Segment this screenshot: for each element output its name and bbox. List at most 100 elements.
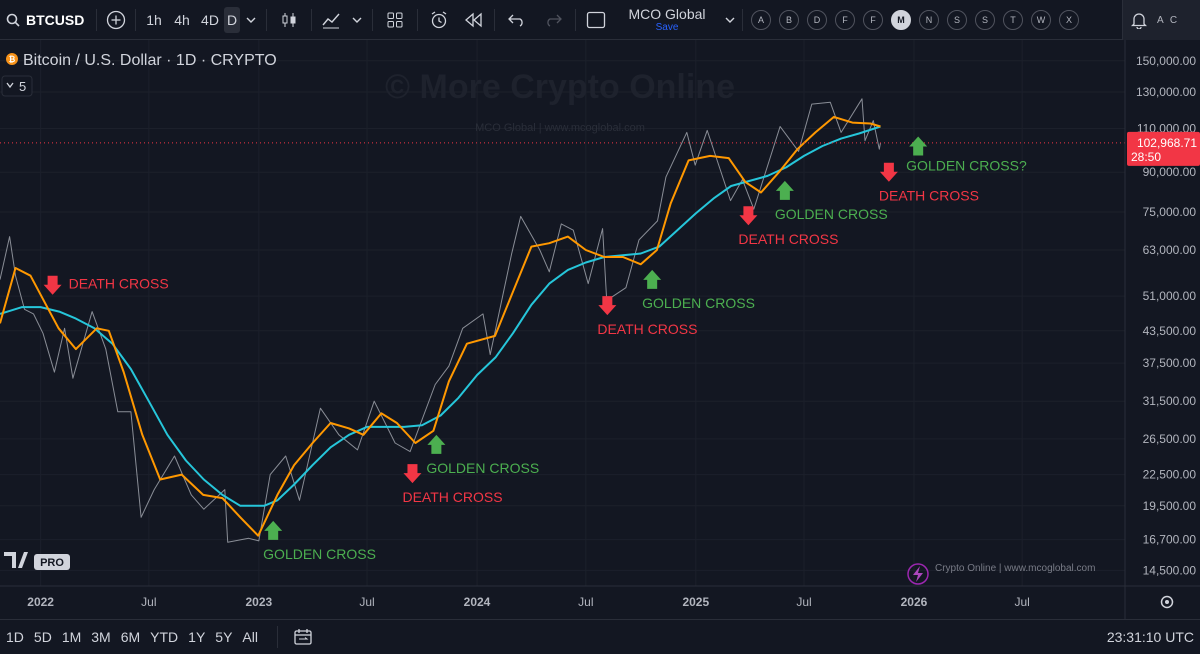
indicators-icon bbox=[322, 13, 340, 28]
drawing-shortcut-d[interactable]: D bbox=[807, 9, 827, 30]
tv-logo-icon bbox=[4, 552, 28, 568]
y-tick-label: 90,000.00 bbox=[1143, 165, 1197, 179]
divider bbox=[96, 8, 97, 31]
annotation-label: GOLDEN CROSS? bbox=[906, 158, 1027, 174]
symbol-label: BTCUSD bbox=[26, 11, 85, 28]
annotation-label: GOLDEN CROSS bbox=[642, 295, 755, 311]
divider bbox=[266, 8, 267, 31]
y-tick-label: 19,500.00 bbox=[1143, 499, 1197, 513]
calendar-arrows-icon bbox=[294, 629, 312, 645]
drawing-shortcut-x[interactable]: X bbox=[1059, 9, 1079, 30]
golden-cross-annotation[interactable]: GOLDEN CROSS bbox=[426, 434, 539, 476]
goto-date-button[interactable] bbox=[288, 620, 318, 654]
layout-dropdown[interactable] bbox=[722, 0, 738, 40]
chevron-down-icon bbox=[725, 17, 735, 23]
drawing-shortcut-s[interactable]: S bbox=[975, 9, 995, 30]
x-tick-label: 2024 bbox=[464, 595, 491, 609]
drawing-shortcut-w[interactable]: W bbox=[1031, 9, 1051, 30]
price-chart[interactable]: © More Crypto Online MCO Global | www.mc… bbox=[0, 40, 1200, 619]
drawing-shortcut-s[interactable]: S bbox=[947, 9, 967, 30]
y-tick-label: 14,500.00 bbox=[1143, 563, 1197, 577]
death-cross-annotation[interactable]: DEATH CROSS bbox=[738, 206, 838, 247]
layouts-button[interactable] bbox=[377, 0, 413, 40]
y-tick-label: 51,000.00 bbox=[1143, 289, 1197, 303]
layout-name-button[interactable]: MCO Global Save bbox=[612, 0, 722, 40]
range-6m[interactable]: 6M bbox=[120, 629, 141, 645]
golden-cross-annotation[interactable]: GOLDEN CROSS? bbox=[906, 136, 1027, 174]
series-layer bbox=[0, 98, 1125, 543]
drawing-shortcut-n[interactable]: N bbox=[919, 9, 939, 30]
interval-d[interactable]: D bbox=[224, 6, 240, 33]
bell-icon[interactable] bbox=[1131, 11, 1147, 29]
interval-dropdown[interactable] bbox=[240, 0, 262, 40]
range-1m[interactable]: 1M bbox=[61, 629, 82, 645]
y-tick-label: 150,000.00 bbox=[1136, 54, 1196, 68]
redo-button[interactable] bbox=[535, 0, 571, 40]
bolt-logo-icon bbox=[907, 563, 929, 585]
up-arrow-icon bbox=[775, 180, 794, 200]
interval-1h[interactable]: 1h bbox=[146, 11, 162, 28]
range-1y[interactable]: 1Y bbox=[188, 629, 206, 645]
y-tick-label: 31,500.00 bbox=[1143, 394, 1197, 408]
layout-frame-button[interactable] bbox=[580, 0, 612, 40]
annotation-label: GOLDEN CROSS bbox=[426, 460, 539, 476]
chevron-down-icon bbox=[6, 82, 14, 89]
y-tick-label: 16,700.00 bbox=[1143, 533, 1197, 547]
annotation-label: GOLDEN CROSS bbox=[775, 206, 888, 222]
undo-button[interactable] bbox=[499, 0, 535, 40]
annotation-label: DEATH CROSS bbox=[879, 188, 979, 204]
range-ytd[interactable]: YTD bbox=[150, 629, 179, 645]
chart-type-button[interactable] bbox=[271, 0, 307, 40]
death-cross-annotation[interactable]: DEATH CROSS bbox=[402, 464, 503, 505]
death-cross-annotation[interactable]: DEATH CROSS bbox=[597, 296, 697, 337]
range-all[interactable]: All bbox=[242, 629, 258, 645]
right-panel-header: A C bbox=[1122, 0, 1200, 40]
indicators-dropdown[interactable] bbox=[346, 0, 368, 40]
divider bbox=[135, 8, 136, 31]
settings-button[interactable] bbox=[1160, 595, 1174, 609]
annotation-label: DEATH CROSS bbox=[738, 231, 838, 247]
y-tick-label: 43,500.00 bbox=[1143, 324, 1197, 338]
drawing-shortcut-a[interactable]: A bbox=[751, 9, 771, 30]
x-tick-label: 2023 bbox=[245, 595, 272, 609]
replay-button[interactable] bbox=[456, 0, 490, 40]
drawing-shortcut-f[interactable]: F bbox=[835, 9, 855, 30]
up-arrow-icon bbox=[264, 520, 283, 540]
time-axis[interactable]: 2022 Jul 2023 Jul 2024 Jul 2025 Jul 2026 Jul bbox=[0, 585, 1200, 609]
legend-collapse-button[interactable] bbox=[1, 75, 33, 97]
ma-slow-line bbox=[0, 125, 881, 507]
undo-icon bbox=[508, 14, 523, 27]
death-cross-annotation[interactable]: DEATH CROSS bbox=[43, 275, 169, 295]
layout-save-status: Save bbox=[655, 21, 679, 33]
drawing-shortcut-b[interactable]: B bbox=[779, 9, 799, 30]
range-1d[interactable]: 1D bbox=[6, 629, 24, 645]
indicators-button[interactable] bbox=[316, 0, 346, 40]
utc-clock[interactable]: 23:31:10 UTC bbox=[1106, 629, 1194, 645]
golden-cross-annotation[interactable]: GOLDEN CROSS bbox=[642, 269, 755, 311]
drawing-shortcut-m[interactable]: M bbox=[891, 9, 911, 30]
x-tick-label: Jul bbox=[359, 595, 374, 609]
interval-4d[interactable]: 4D bbox=[201, 11, 219, 28]
up-arrow-icon bbox=[909, 136, 928, 156]
range-5y[interactable]: 5Y bbox=[215, 629, 233, 645]
bolt-icon bbox=[913, 566, 923, 582]
symbol-search[interactable]: BTCUSD bbox=[0, 0, 92, 40]
death-cross-annotation[interactable]: DEATH CROSS bbox=[879, 162, 979, 204]
golden-cross-annotation[interactable]: GOLDEN CROSS bbox=[263, 520, 376, 562]
golden-cross-annotation[interactable]: GOLDEN CROSS bbox=[775, 180, 888, 222]
rewind-icon bbox=[465, 12, 482, 27]
range-5d[interactable]: 5D bbox=[33, 629, 52, 645]
drawing-shortcut-t[interactable]: T bbox=[1003, 9, 1023, 30]
interval-4h[interactable]: 4h bbox=[174, 11, 190, 28]
drawing-shortcut-f[interactable]: F bbox=[863, 9, 883, 30]
watermark: © More Crypto Online MCO Global | www.mc… bbox=[385, 68, 735, 134]
down-arrow-icon bbox=[879, 162, 898, 182]
range-3m[interactable]: 3M bbox=[91, 629, 111, 645]
price-axis[interactable]: 14,500.00 16,700.00 19,500.00 22,500.00 26,5… bbox=[1124, 40, 1200, 619]
alert-button[interactable] bbox=[422, 0, 456, 40]
watermark-sub: MCO Global | www.mcoglobal.com bbox=[475, 122, 645, 134]
annotation-label: DEATH CROSS bbox=[597, 321, 697, 337]
divider bbox=[575, 8, 576, 31]
compare-button[interactable] bbox=[101, 0, 131, 40]
